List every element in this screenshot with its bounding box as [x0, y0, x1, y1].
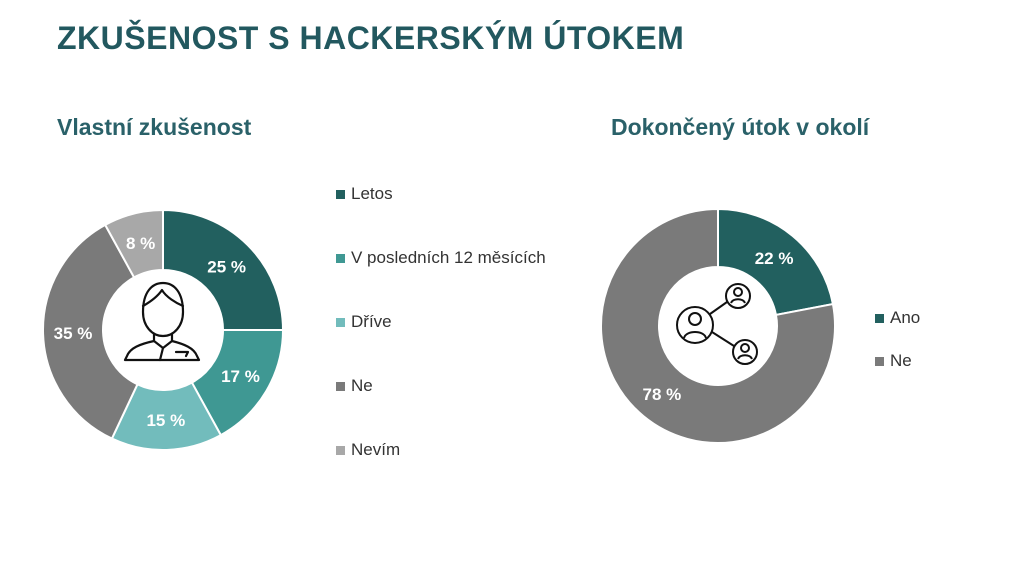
legend-label: Letos: [351, 184, 393, 203]
donut-attack-nearby: 22 % 78 %: [600, 207, 836, 444]
slice-nev-m: [103, 208, 164, 279]
slice-label: 15 %: [146, 411, 185, 430]
slice-v-posledn-ch-12-m-s-c-ch: [190, 329, 285, 437]
slice-label: 8 %: [126, 234, 155, 253]
legend-label: Ne: [890, 351, 912, 370]
legend-item: V posledních 12 měsících: [336, 248, 546, 268]
person-icon: [123, 281, 201, 362]
donut-own-experience: 25 % 17 % 15 % 35 % 8 %: [42, 208, 285, 451]
slice-label: 22 %: [755, 249, 794, 268]
page-title: ZKUŠENOST S HACKERSKÝM ÚTOKEM: [57, 20, 685, 56]
legend-swatch: [875, 313, 884, 323]
legend-label: Ne: [351, 376, 373, 395]
legend-label: Ano: [890, 308, 921, 327]
legend-item: Nevím: [336, 440, 400, 460]
legend-swatch: [336, 381, 345, 391]
slice-ano: [717, 207, 835, 317]
slice-ne: [42, 223, 139, 440]
network-people-icon: [676, 283, 758, 365]
slice-letos: [162, 208, 285, 331]
slice-ne: [600, 207, 836, 444]
legend-item: Ne: [875, 351, 912, 371]
slice-label: 78 %: [643, 385, 682, 404]
legend-item: Dříve: [336, 312, 392, 332]
chart-title-attack-nearby: Dokončený útok v okolí: [611, 114, 870, 140]
legend-item: Letos: [336, 184, 393, 204]
slice-label: 17 %: [221, 367, 260, 386]
legend-swatch: [336, 253, 345, 263]
legend-label: V posledních 12 měsících: [351, 248, 546, 267]
chart-title-own-experience: Vlastní zkušenost: [57, 114, 252, 140]
legend-item: Ne: [336, 376, 373, 396]
legend-label: Nevím: [351, 440, 401, 459]
legend-swatch: [336, 317, 345, 327]
legend-swatch: [875, 356, 884, 366]
legend-swatch: [336, 445, 345, 455]
legend-swatch: [336, 189, 345, 199]
legend-item: Ano: [875, 308, 920, 328]
legend-label: Dříve: [351, 312, 392, 331]
slice-label: 25 %: [207, 257, 246, 276]
slice-label: 35 %: [54, 324, 93, 343]
